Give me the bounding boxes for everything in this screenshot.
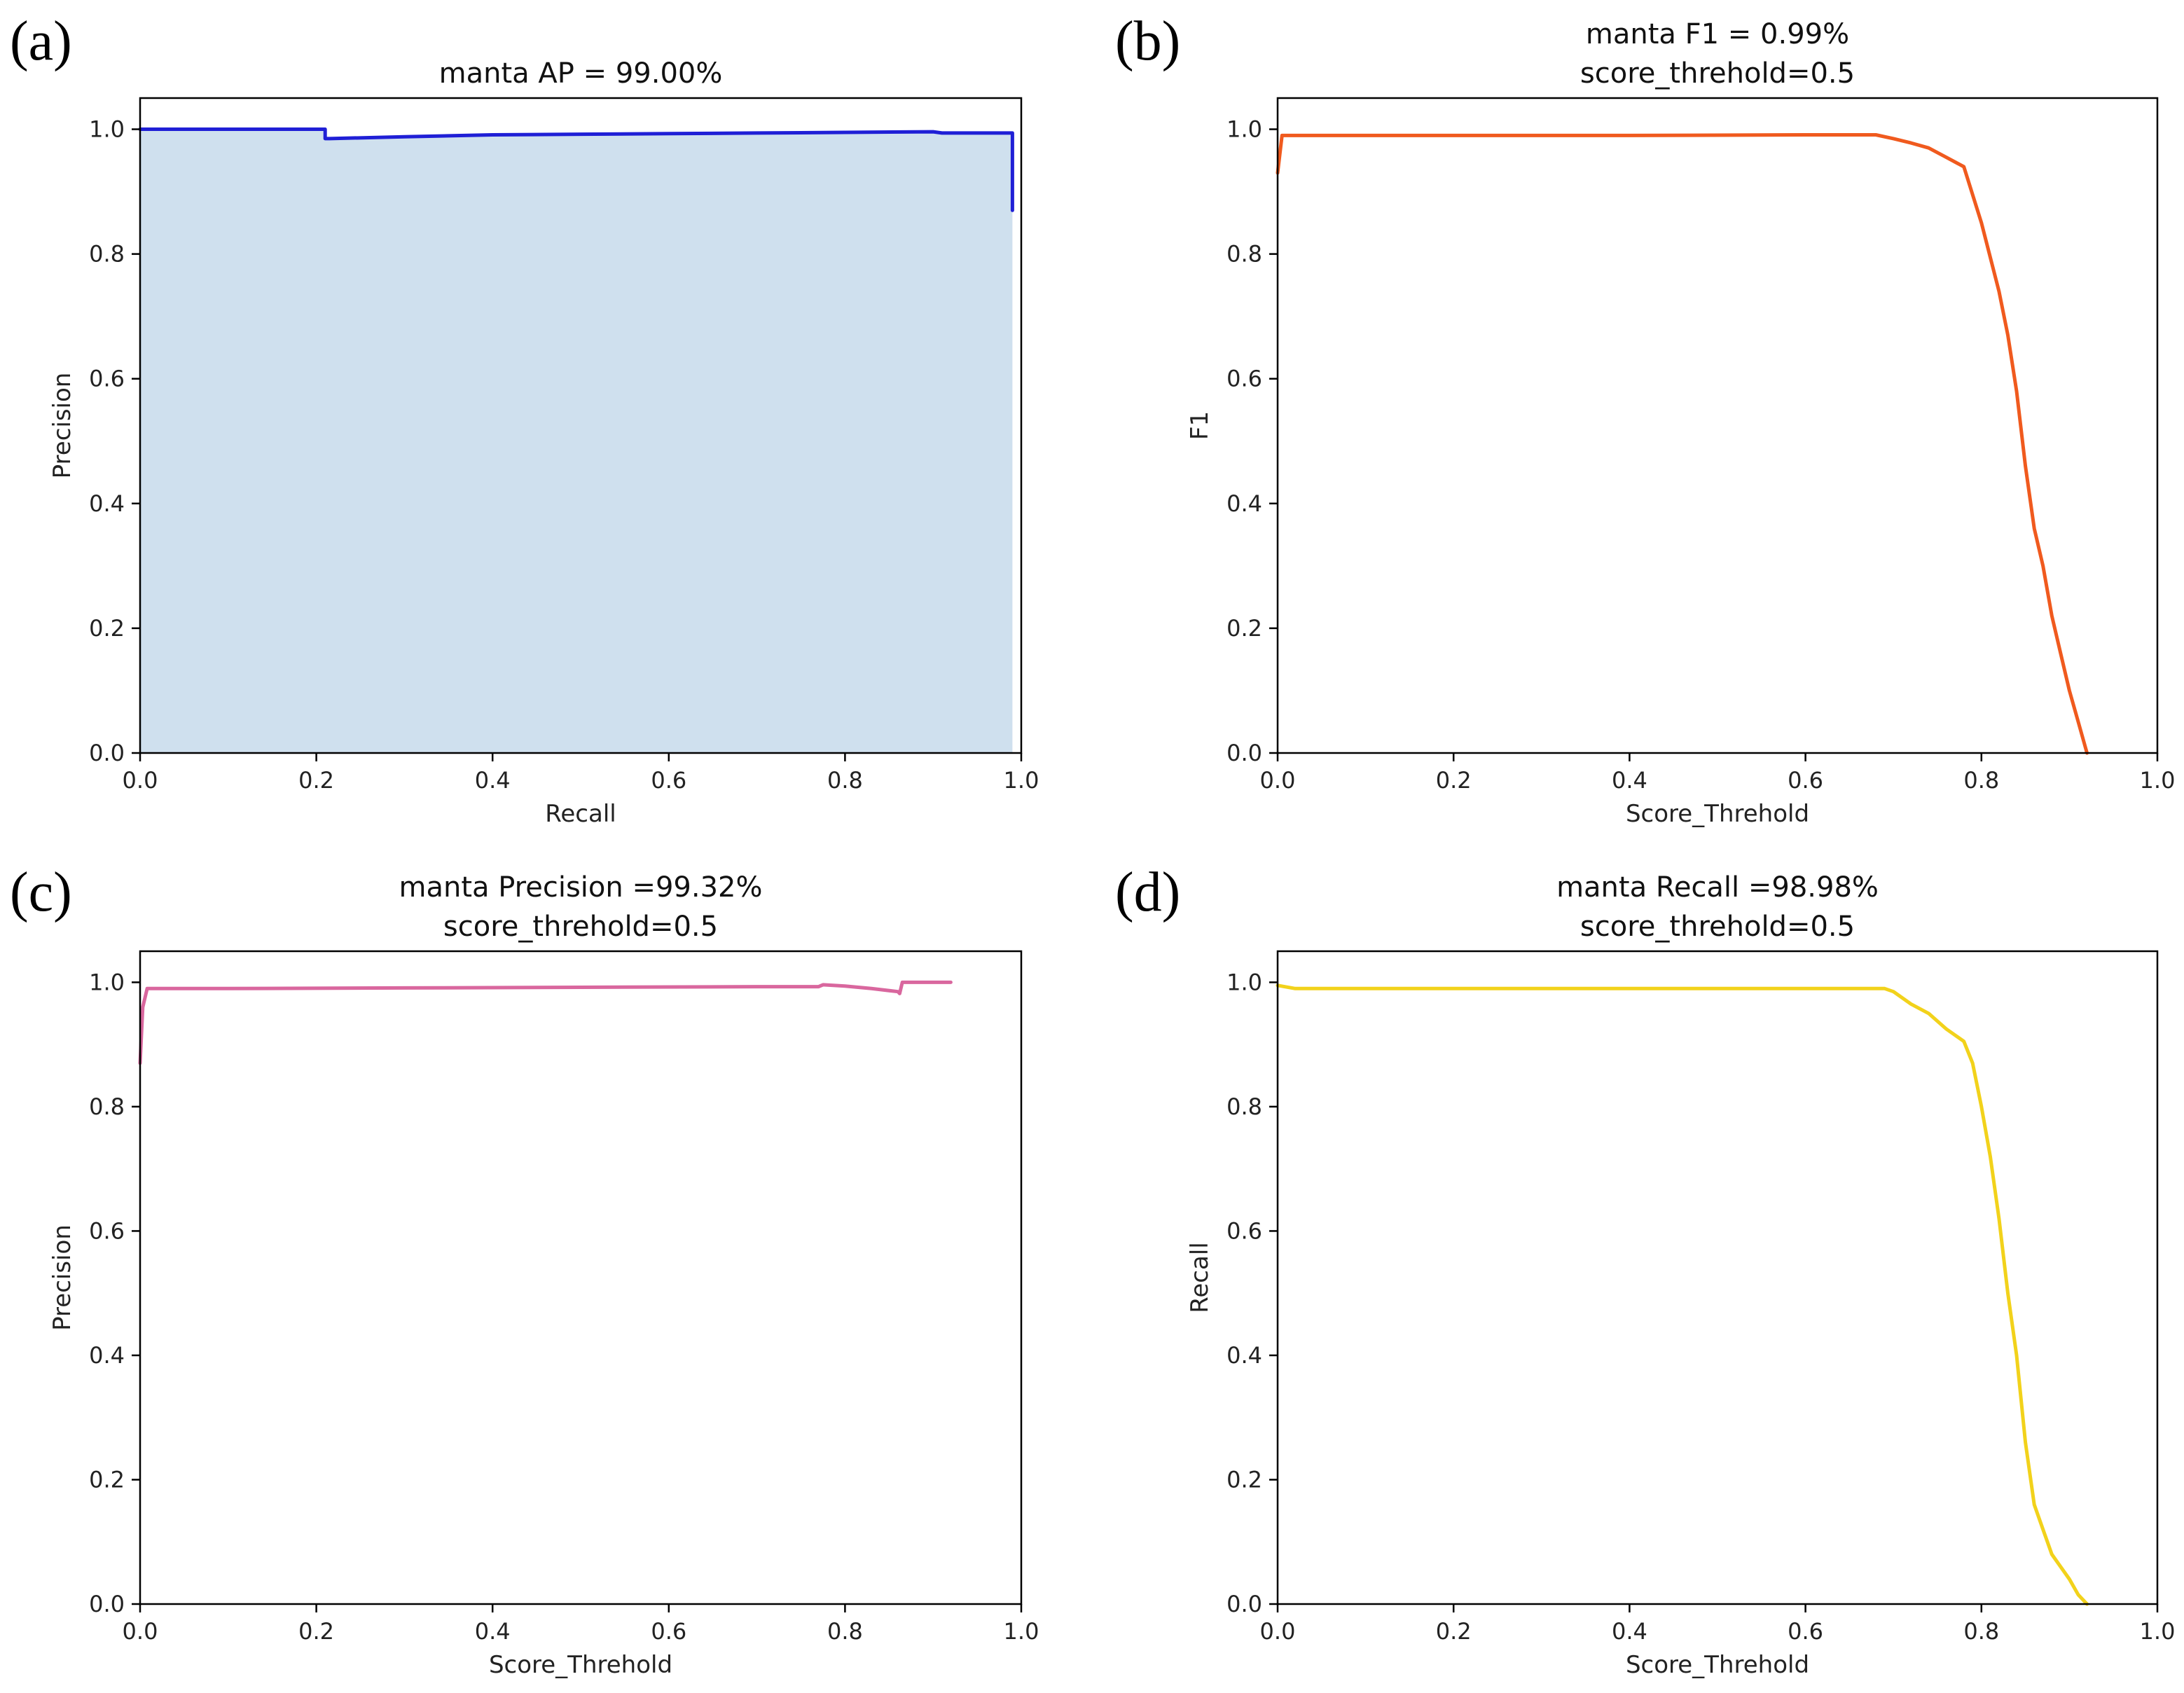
plot-frame [139,97,1023,754]
chart-subtitle: score_threhold=0.5 [443,911,718,943]
panel-letter: (d) [1115,862,1180,923]
x-tick-label: 0.6 [1788,1618,1823,1645]
x-tick-label: 1.0 [2140,1618,2176,1645]
panel-letter: (c) [10,862,72,923]
y-tick-label: 0.2 [89,1466,125,1493]
x-tick-label: 0.4 [475,1618,511,1645]
y-tick-label: 0.6 [1226,366,1262,392]
x-tick-label: 0.0 [123,767,158,794]
x-tick-label: 1.0 [1004,1618,1039,1645]
y-tick-label: 0.2 [1226,1466,1262,1493]
y-tick-label: 0.0 [89,1591,125,1617]
y-axis-label: F1 [1186,411,1214,440]
panel-d: (d) manta Recall =98.98% score_threhold=0.… [1115,862,2175,1679]
y-axis-label: Precision [48,1224,76,1331]
x-tick-label: 1.0 [1004,767,1039,794]
x-tick-label: 0.2 [1436,767,1472,794]
y-tick-label: 0.2 [1226,615,1262,642]
panel-letter: (a) [10,11,72,72]
y-tick-label: 1.0 [1226,969,1262,995]
plot-frame [1276,97,2159,754]
chart-title: manta F1 = 0.99% [1586,18,1849,50]
y-tick-label: 0.4 [89,1342,125,1369]
series-line-precision-recall [138,127,1014,212]
x-axis-label: Score_Threhold [1626,800,1809,828]
x-tick-label: 0.4 [1612,1618,1647,1645]
y-axis-label: Precision [48,373,76,479]
y-tick-label: 1.0 [89,969,125,995]
y-tick-label: 0.8 [1226,1093,1262,1120]
x-tick-label: 0.0 [123,1618,158,1645]
plot-frame [139,950,1023,1605]
panel-letter: (b) [1115,11,1180,72]
y-axis-label: Recall [1186,1242,1214,1313]
series-area-fill [140,129,1013,753]
x-tick-label: 0.0 [1260,767,1296,794]
chart-subtitle: score_threhold=0.5 [1580,57,1855,90]
x-tick-label: 0.4 [475,767,511,794]
chart-title: manta AP = 99.00% [439,57,723,90]
y-tick-label: 0.2 [89,615,125,642]
x-tick-label: 0.2 [298,1618,334,1645]
x-tick-label: 1.0 [2140,767,2176,794]
y-tick-label: 0.8 [1226,241,1262,268]
chart-title: manta Precision =99.32% [399,871,763,904]
chart-subtitle: score_threhold=0.5 [1580,911,1855,943]
x-tick-label: 0.8 [1963,1618,1999,1645]
y-tick-label: 1.0 [89,116,125,143]
x-axis-label: Recall [545,800,616,828]
y-tick-label: 0.8 [89,1093,125,1120]
x-axis-label: Score_Threhold [1626,1651,1809,1679]
x-tick-label: 0.6 [651,767,686,794]
x-axis-label: Score_Threhold [489,1651,672,1679]
panel-a: (a) manta AP = 99.00% 0.0 0.2 0.4 0.6 0.8 1.0 0.… [10,11,1039,828]
y-tick-label: 1.0 [1226,116,1262,143]
y-tick-label: 0.0 [1226,1591,1262,1617]
series-line-F1 [1276,133,2089,755]
x-tick-label: 0.8 [827,1618,863,1645]
y-tick-label: 0.6 [89,1217,125,1244]
y-tick-label: 0.6 [89,366,125,392]
x-tick-label: 0.2 [298,767,334,794]
x-tick-label: 0.6 [1788,767,1823,794]
series-line-recall [1276,983,2089,1606]
chart-title: manta Recall =98.98% [1556,871,1879,904]
y-tick-label: 0.8 [89,241,125,268]
x-tick-label: 0.2 [1436,1618,1472,1645]
y-tick-label: 0.6 [1226,1217,1262,1244]
x-tick-label: 0.6 [651,1618,686,1645]
panel-b: (b) manta F1 = 0.99% score_threhold=0.5 0.0… [1115,11,2175,828]
y-tick-label: 0.4 [1226,1342,1262,1369]
y-tick-label: 0.0 [1226,740,1262,766]
x-tick-label: 0.8 [1963,767,1999,794]
series-line-precision [138,980,953,1065]
x-tick-label: 0.8 [827,767,863,794]
x-tick-label: 0.0 [1260,1618,1296,1645]
plot-frame [1276,950,2159,1605]
x-tick-label: 0.4 [1612,767,1647,794]
y-tick-label: 0.0 [89,740,125,766]
y-tick-label: 0.4 [89,490,125,517]
y-tick-label: 0.4 [1226,490,1262,517]
panel-c: (c) manta Precision =99.32% score_threhold… [10,862,1039,1679]
